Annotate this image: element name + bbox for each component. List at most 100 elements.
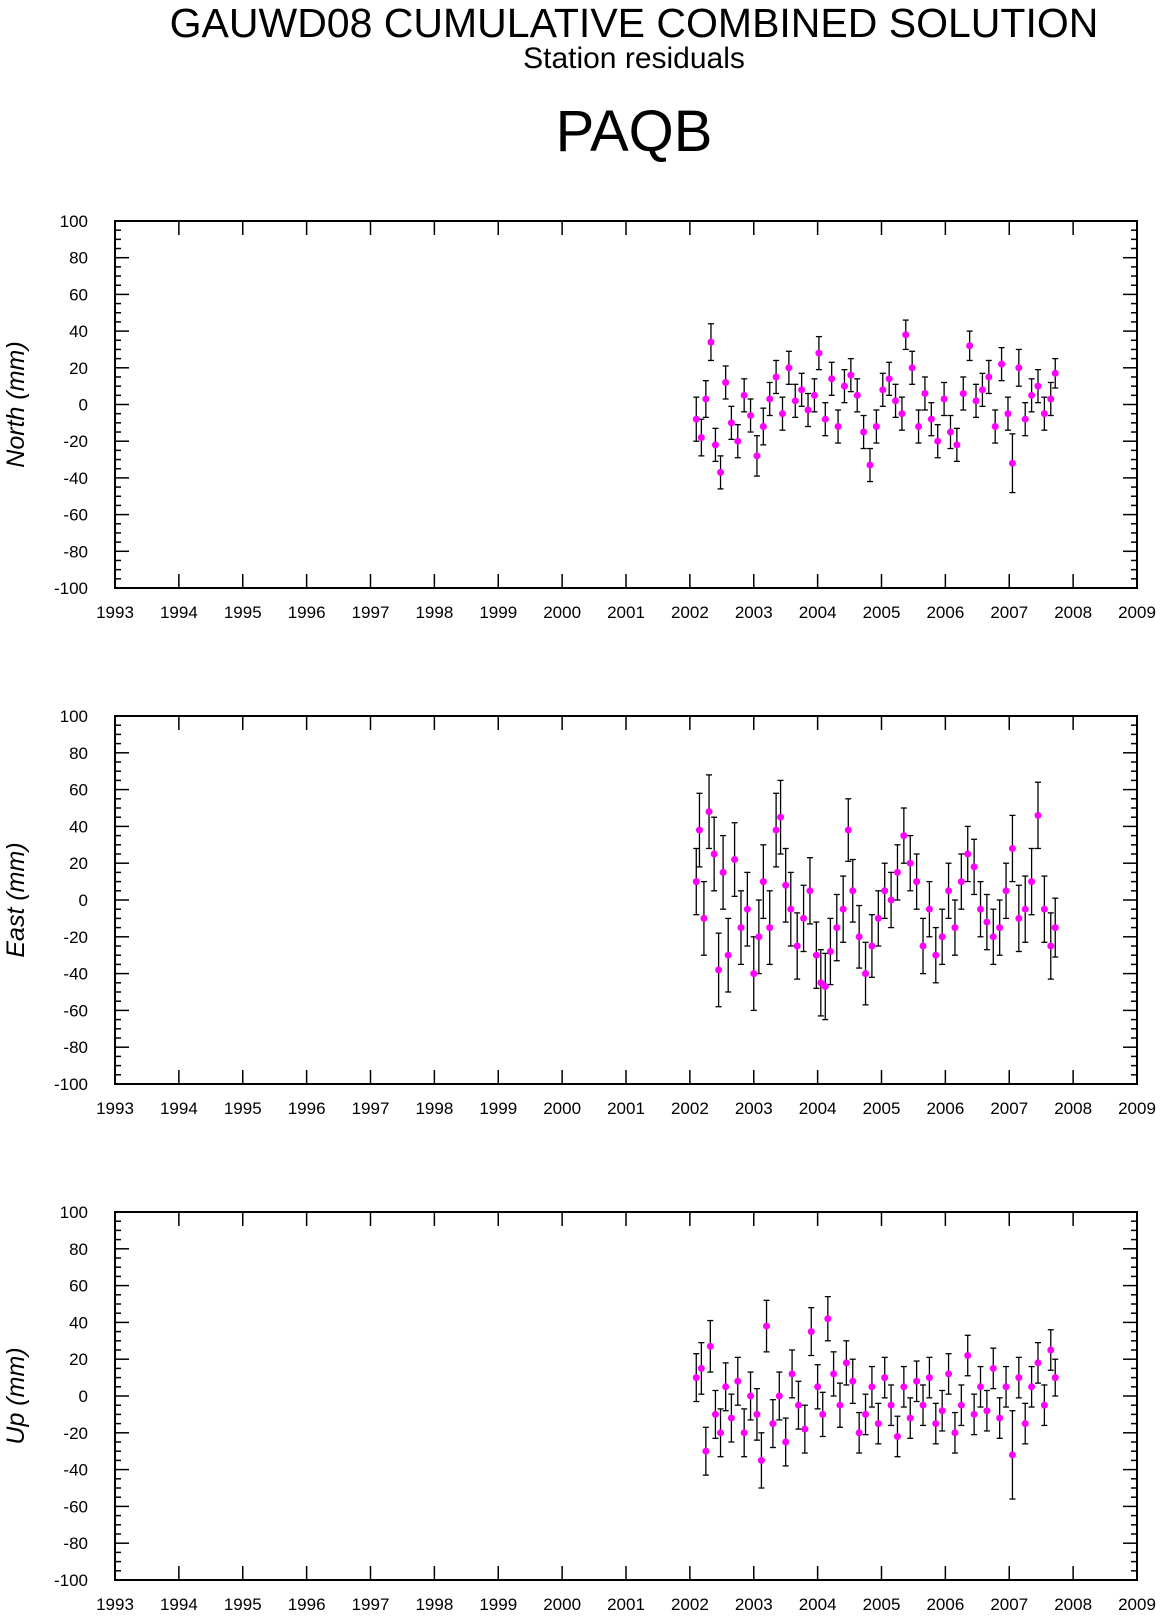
y-tick-label: -100 — [54, 1075, 88, 1094]
data-point — [862, 1410, 870, 1418]
data-point — [772, 826, 780, 834]
y-tick-label: 100 — [60, 1203, 88, 1222]
data-point — [887, 896, 895, 904]
y-tick-label: -100 — [54, 579, 88, 598]
data-point — [750, 970, 758, 978]
x-tick-label: 1995 — [224, 603, 262, 622]
data-point — [793, 942, 801, 950]
data-point — [794, 1401, 802, 1409]
data-point — [798, 386, 806, 394]
data-point — [934, 437, 942, 445]
data-point — [844, 826, 852, 834]
data-point — [989, 933, 997, 941]
data-point — [983, 1407, 991, 1415]
data-point — [711, 441, 719, 449]
y-tick-label: -40 — [63, 965, 88, 984]
y-tick-label: -20 — [63, 928, 88, 947]
data-point — [983, 918, 991, 926]
y-tick-label: -20 — [63, 432, 88, 451]
x-tick-label: 1999 — [479, 603, 517, 622]
plot-frame — [114, 1211, 1138, 1581]
x-tick-label: 2009 — [1118, 1595, 1156, 1614]
data-point — [1002, 887, 1010, 895]
data-point — [1028, 1383, 1036, 1391]
data-point — [913, 1377, 921, 1385]
data-point — [743, 905, 751, 913]
data-point — [1008, 844, 1016, 852]
data-point — [1021, 905, 1029, 913]
data-point — [945, 887, 953, 895]
x-tick-label: 2005 — [863, 1595, 901, 1614]
y-tick-label: -80 — [63, 542, 88, 561]
x-tick-label: 2005 — [863, 603, 901, 622]
data-point — [1051, 1374, 1059, 1382]
data-point — [1047, 395, 1055, 403]
x-tick-label: 2004 — [799, 1595, 837, 1614]
data-point — [747, 1392, 755, 1400]
x-tick-label: 2009 — [1118, 603, 1156, 622]
data-point — [727, 1414, 735, 1422]
data-point — [777, 813, 785, 821]
data-point — [881, 887, 889, 895]
x-tick-label: 2001 — [607, 603, 645, 622]
data-point — [692, 878, 700, 886]
data-point — [951, 1429, 959, 1437]
data-point — [1004, 410, 1012, 418]
data-point — [957, 878, 965, 886]
x-tick-label: 1994 — [160, 1099, 198, 1118]
data-point — [1034, 1359, 1042, 1367]
data-point — [866, 461, 874, 469]
data-point — [945, 1370, 953, 1378]
data-point — [1040, 410, 1048, 418]
y-tick-label: 20 — [69, 854, 88, 873]
data-point — [919, 942, 927, 950]
x-tick-label: 2005 — [863, 1099, 901, 1118]
data-point — [872, 423, 880, 431]
data-point — [1002, 1383, 1010, 1391]
data-point — [996, 1414, 1004, 1422]
data-point — [906, 1414, 914, 1422]
data-point — [769, 1420, 777, 1428]
data-point — [787, 905, 795, 913]
data-point — [853, 391, 861, 399]
data-point — [821, 415, 829, 423]
x-tick-label: 2008 — [1054, 1099, 1092, 1118]
data-point — [951, 924, 959, 932]
plot-frame — [114, 220, 1138, 589]
data-point — [731, 856, 739, 864]
y-tick-label: 40 — [69, 1313, 88, 1332]
data-point — [977, 1383, 985, 1391]
data-point — [1034, 382, 1042, 390]
data-point — [874, 914, 882, 922]
data-point — [772, 373, 780, 381]
data-point — [874, 1420, 882, 1428]
x-tick-label: 2008 — [1054, 603, 1092, 622]
y-tick-label: 60 — [69, 285, 88, 304]
x-tick-label: 2001 — [607, 1099, 645, 1118]
data-point — [707, 338, 715, 346]
data-point — [782, 881, 790, 889]
data-point — [978, 386, 986, 394]
data-point — [821, 982, 829, 990]
y-tick-label: -60 — [63, 1001, 88, 1020]
data-point — [810, 391, 818, 399]
x-tick-label: 2006 — [926, 1595, 964, 1614]
data-point — [1047, 1346, 1055, 1354]
x-tick-label: 1997 — [352, 603, 390, 622]
data-point — [893, 868, 901, 876]
data-point — [842, 1359, 850, 1367]
data-point — [717, 468, 725, 476]
y-tick-label: 80 — [69, 249, 88, 268]
x-tick-label: 2004 — [799, 1099, 837, 1118]
x-tick-label: 2003 — [735, 603, 773, 622]
data-point — [722, 378, 730, 386]
data-point — [849, 1377, 857, 1385]
station-name: PAQB — [555, 99, 713, 164]
data-point — [759, 423, 767, 431]
data-point — [815, 349, 823, 357]
data-point — [715, 966, 723, 974]
data-point — [766, 924, 774, 932]
x-tick-label: 1994 — [160, 1595, 198, 1614]
y-axis-label: North (mm) — [2, 341, 30, 467]
x-tick-label: 2002 — [671, 1595, 709, 1614]
